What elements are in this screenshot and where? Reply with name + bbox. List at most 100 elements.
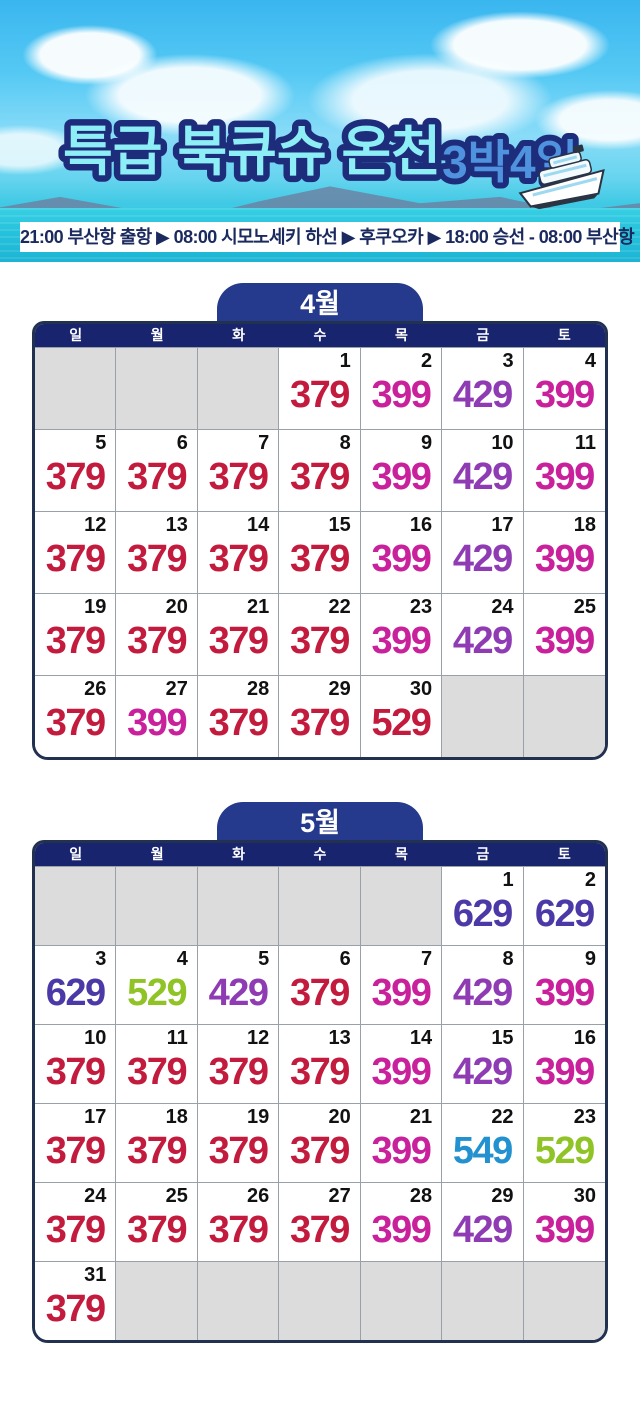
price-value: 399 bbox=[371, 1130, 431, 1172]
calendar-day-cell: 2 629 bbox=[523, 866, 605, 945]
calendar-day-cell: 10 429 bbox=[442, 429, 524, 511]
calendar-day-cell: 4 399 bbox=[523, 347, 605, 429]
weekday-label: 목 bbox=[394, 327, 408, 343]
month-tab-label: 4월 bbox=[300, 289, 340, 319]
price-value: 379 bbox=[127, 620, 187, 662]
day-number: 7 bbox=[258, 432, 270, 454]
price-value: 379 bbox=[290, 538, 350, 580]
calendar-day-cell: 21 379 bbox=[197, 593, 280, 675]
month-tab-label: 5월 bbox=[300, 808, 340, 838]
day-number: 30 bbox=[409, 678, 433, 700]
calendar-day-cell: 12 379 bbox=[197, 1024, 280, 1103]
day-number: 13 bbox=[328, 1027, 351, 1049]
calendar-day-cell: 30 399 bbox=[523, 1182, 605, 1261]
price-value: 379 bbox=[208, 538, 269, 580]
day-number: 25 bbox=[165, 1185, 188, 1207]
calendar-day-cell: 23 529 bbox=[523, 1103, 605, 1182]
day-number: 20 bbox=[328, 1106, 351, 1128]
calendar-day-cell: 11 399 bbox=[523, 429, 605, 511]
day-number: 2 bbox=[584, 869, 596, 891]
price-value: 399 bbox=[534, 1209, 595, 1251]
price-value: 379 bbox=[45, 1130, 106, 1172]
calendar-day-cell: 19 379 bbox=[197, 1103, 280, 1182]
day-number: 15 bbox=[328, 514, 351, 536]
calendar-day-cell: 18 379 bbox=[116, 1103, 198, 1182]
day-number: 17 bbox=[491, 514, 514, 536]
calendar-day-cell: 24 429 bbox=[442, 593, 524, 675]
weekday-label: 일 bbox=[69, 327, 83, 343]
day-number: 28 bbox=[409, 1185, 433, 1207]
price-value: 399 bbox=[371, 374, 431, 416]
price-value: 429 bbox=[452, 1209, 513, 1251]
weekday-label: 수 bbox=[313, 846, 327, 862]
day-number: 26 bbox=[84, 678, 107, 700]
day-number: 9 bbox=[421, 432, 433, 454]
calendar-day-cell: 27 379 bbox=[279, 1182, 361, 1261]
day-number: 16 bbox=[573, 1027, 596, 1049]
day-number: 23 bbox=[573, 1106, 596, 1128]
price-value: 549 bbox=[452, 1130, 513, 1172]
calendar-empty-cell bbox=[197, 347, 280, 429]
price-value: 379 bbox=[127, 538, 187, 580]
calendar-day-cell: 13 379 bbox=[116, 511, 198, 593]
calendar-day-cell: 19 379 bbox=[35, 593, 117, 675]
calendar-day-cell: 15 379 bbox=[279, 511, 361, 593]
price-value: 379 bbox=[45, 538, 106, 580]
calendar-day-cell: 29 379 bbox=[279, 675, 361, 757]
weekday-label: 금 bbox=[476, 327, 490, 343]
calendar-day-cell: 15 429 bbox=[442, 1024, 524, 1103]
price-value: 379 bbox=[290, 702, 350, 744]
calendar-grid: 1 379 2 399 3 429 4 399 5 379 6 379 7 379 8 379 9 399 10 42… bbox=[35, 347, 605, 757]
weekday-label: 일 bbox=[69, 846, 83, 862]
day-number: 10 bbox=[491, 432, 514, 454]
day-number: 24 bbox=[84, 1185, 107, 1207]
calendar-day-cell: 28 379 bbox=[197, 675, 280, 757]
day-number: 18 bbox=[573, 514, 596, 536]
calendar-empty-cell bbox=[197, 1261, 280, 1340]
calendar-day-cell: 16 399 bbox=[360, 511, 443, 593]
price-value: 399 bbox=[534, 1051, 595, 1093]
calendar-day-cell: 25 399 bbox=[523, 593, 605, 675]
day-number: 24 bbox=[491, 596, 514, 618]
price-value: 399 bbox=[371, 456, 431, 498]
price-value: 399 bbox=[127, 702, 187, 744]
price-value: 379 bbox=[45, 1209, 106, 1251]
calendar-day-cell: 10 379 bbox=[35, 1024, 117, 1103]
weekday-label: 수 bbox=[313, 327, 327, 343]
weekday-label: 토 bbox=[557, 846, 571, 862]
calendar-empty-cell bbox=[442, 1261, 524, 1340]
calendar-empty-cell bbox=[360, 1261, 443, 1340]
price-value: 379 bbox=[208, 1051, 269, 1093]
calendar-day-cell: 7 399 bbox=[360, 945, 443, 1024]
price-value: 379 bbox=[208, 1209, 269, 1251]
calendar-empty-cell bbox=[442, 675, 524, 757]
price-value: 379 bbox=[45, 620, 106, 662]
calendar-empty-cell bbox=[116, 1261, 198, 1340]
price-value: 379 bbox=[208, 456, 269, 498]
price-value: 629 bbox=[452, 893, 513, 935]
day-number: 14 bbox=[409, 1027, 433, 1049]
price-value: 399 bbox=[534, 972, 595, 1014]
day-number: 19 bbox=[247, 1106, 270, 1128]
price-value: 399 bbox=[534, 620, 595, 662]
calendar-empty-cell bbox=[116, 347, 198, 429]
price-value: 399 bbox=[371, 1209, 431, 1251]
day-number: 4 bbox=[584, 350, 596, 372]
day-number: 5 bbox=[258, 948, 270, 970]
day-number: 1 bbox=[339, 350, 351, 372]
calendar-day-cell: 24 379 bbox=[35, 1182, 117, 1261]
day-number: 2 bbox=[421, 350, 433, 372]
day-number: 1 bbox=[502, 869, 514, 891]
calendar-day-cell: 21 399 bbox=[360, 1103, 443, 1182]
day-number: 6 bbox=[339, 948, 351, 970]
day-number: 20 bbox=[165, 596, 188, 618]
price-value: 429 bbox=[452, 1051, 513, 1093]
day-number: 4 bbox=[176, 948, 188, 970]
calendar-day-cell: 6 379 bbox=[279, 945, 361, 1024]
day-number: 8 bbox=[339, 432, 351, 454]
calendar-day-cell: 5 429 bbox=[197, 945, 280, 1024]
price-value: 379 bbox=[290, 972, 350, 1014]
